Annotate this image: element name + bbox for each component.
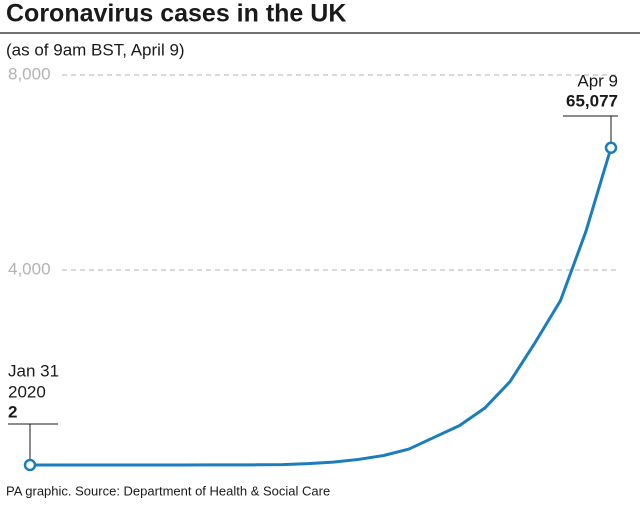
annotation-date: Apr 9 xyxy=(577,71,618,90)
annotation-date: Jan 31 xyxy=(8,361,59,380)
annotation-year: 2020 xyxy=(8,382,46,401)
y-tick-label: 4,000 xyxy=(8,259,51,278)
chart-subtitle: (as of 9am BST, April 9) xyxy=(6,40,185,59)
end-point xyxy=(23,458,37,472)
y-tick-label: 8,000 xyxy=(8,64,51,83)
value-label: 65,077 xyxy=(566,91,618,110)
value-label: 2 xyxy=(8,402,17,421)
chart-title: Coronavirus cases in the UK xyxy=(6,0,346,28)
line xyxy=(30,147,613,467)
end-point xyxy=(604,141,618,154)
source: PA graphic. Source: Department of Health… xyxy=(6,483,330,498)
